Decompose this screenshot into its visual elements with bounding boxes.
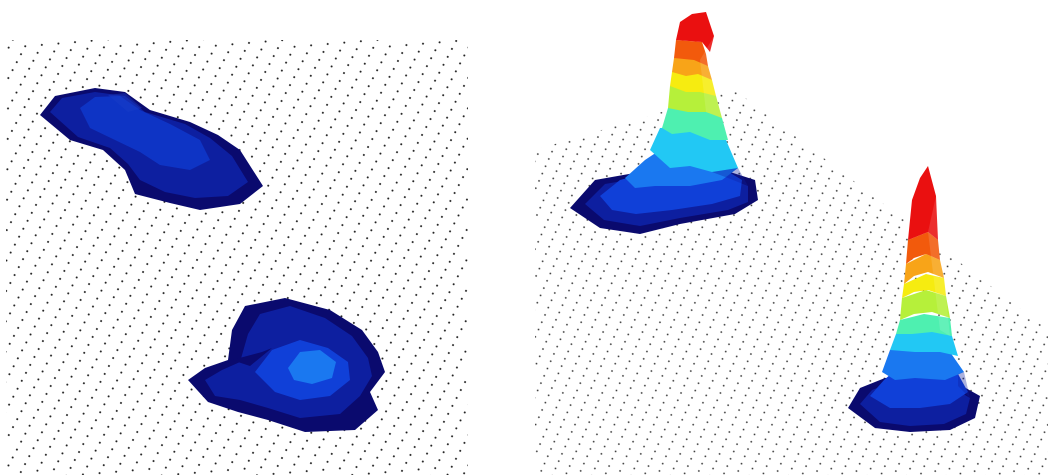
- peak-one: [570, 12, 758, 234]
- lower-blob: [188, 298, 385, 432]
- upper-blob: [40, 88, 263, 210]
- left-panel: [6, 40, 468, 475]
- right-panel: [535, 12, 1048, 475]
- peak-two: [848, 166, 980, 432]
